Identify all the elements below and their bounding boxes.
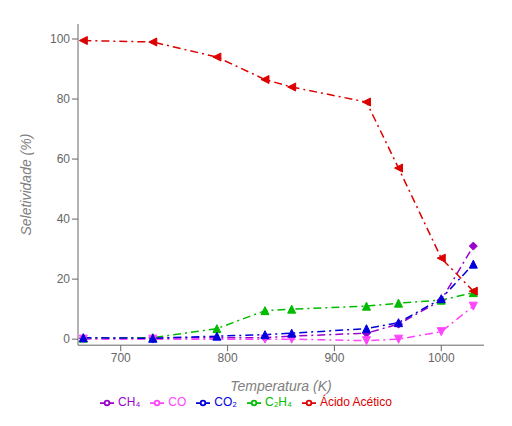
html-text:C₂H₄: C₂H₄ xyxy=(265,395,292,410)
svg-text:20: 20 xyxy=(57,272,71,286)
svg-text:60: 60 xyxy=(57,152,71,166)
svg-text:900: 900 xyxy=(324,351,344,365)
svg-text:80: 80 xyxy=(57,92,71,106)
svg-text:800: 800 xyxy=(218,351,238,365)
svg-text:Temperatura (K): Temperatura (K) xyxy=(230,378,331,394)
html-text:CO₂: CO₂ xyxy=(214,395,237,410)
html-text:CH₄: CH₄ xyxy=(118,395,141,410)
svg-text:0: 0 xyxy=(63,332,70,346)
svg-text:100: 100 xyxy=(50,32,70,46)
svg-text:Seletividade (%): Seletividade (%) xyxy=(18,134,34,236)
svg-text:40: 40 xyxy=(57,212,71,226)
svg-text:1000: 1000 xyxy=(428,351,455,365)
html-text:Ácido Acético: Ácido Acético xyxy=(319,395,392,410)
html-text:CO: CO xyxy=(168,395,187,410)
svg-text:700: 700 xyxy=(111,351,131,365)
